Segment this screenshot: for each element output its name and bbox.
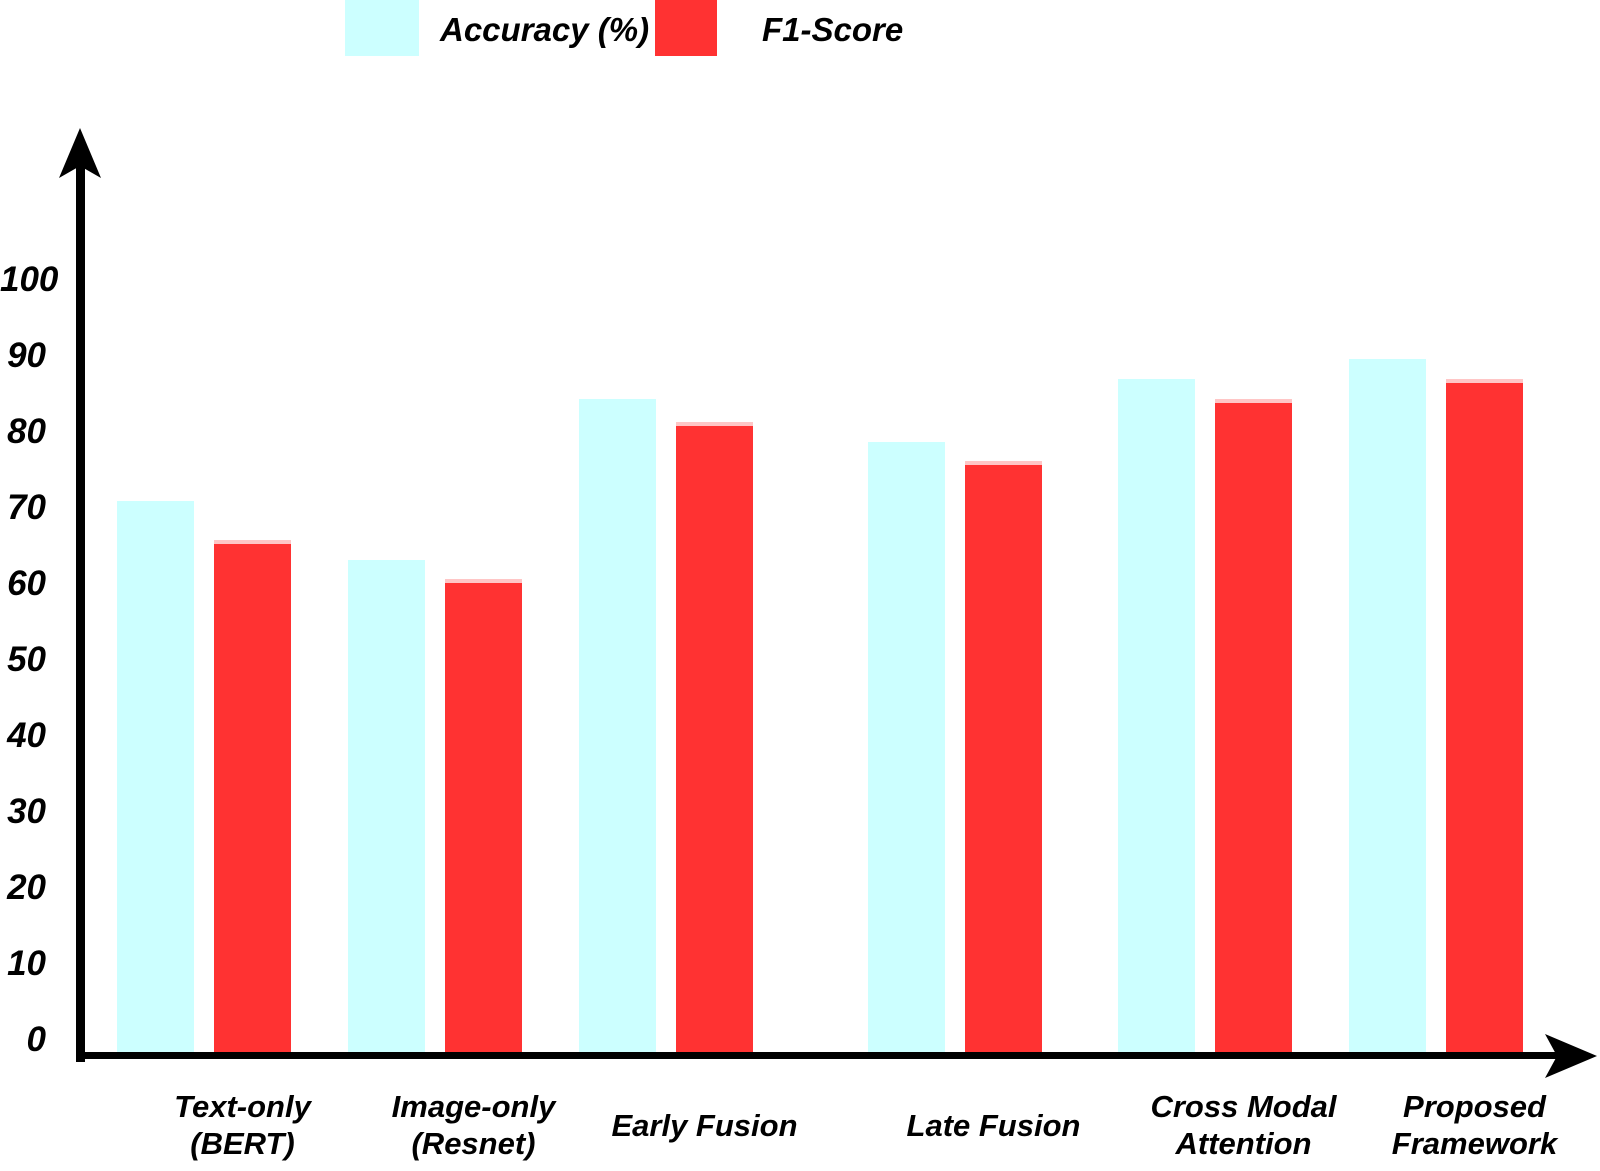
y-axis-arrowhead-icon	[59, 128, 101, 178]
y-tick-label-40: 40	[7, 716, 46, 755]
bar-f1score-group-6	[1446, 379, 1523, 1058]
legend-swatch-accuracy	[345, 0, 419, 56]
y-tick-label-20: 20	[7, 868, 46, 907]
x-category-label-line: Image-only	[391, 1089, 556, 1124]
bar-f1score-group-1	[214, 540, 291, 1058]
x-category-label-5: Cross Modal Attention	[1104, 1082, 1384, 1168]
x-axis-line	[76, 1052, 1560, 1059]
bar-f1score-group-5	[1215, 399, 1292, 1058]
x-category-label-2: Image-only (Resnet)	[334, 1082, 614, 1168]
legend-swatch-f1score	[655, 0, 717, 56]
bar-accuracy-group-5	[1118, 379, 1195, 1058]
bar-accuracy-group-2	[348, 560, 425, 1058]
bar-f1score-group-3	[676, 422, 753, 1058]
x-axis-arrowhead-icon	[1545, 1034, 1597, 1078]
y-tick-label-60: 60	[7, 564, 46, 603]
x-category-label-line: Late Fusion	[906, 1107, 1081, 1143]
bar-accuracy-group-1	[117, 501, 194, 1058]
y-tick-label-30: 30	[7, 792, 46, 831]
y-tick-label-70: 70	[7, 488, 46, 527]
y-tick-label-100: 100	[0, 260, 59, 299]
x-category-label-3: Early Fusion	[565, 1082, 845, 1168]
x-category-label-line: Proposed	[1403, 1089, 1546, 1124]
x-category-label-line: Cross Modal	[1150, 1089, 1337, 1124]
x-category-label-line: Attention	[1175, 1126, 1312, 1161]
x-category-label-line: (BERT)	[190, 1126, 295, 1161]
bar-accuracy-group-3	[579, 399, 656, 1058]
y-tick-label-80: 80	[7, 412, 46, 451]
bar-accuracy-group-6	[1349, 359, 1426, 1058]
x-category-label-line: Early Fusion	[611, 1107, 798, 1143]
x-category-label-4: Late Fusion	[854, 1082, 1134, 1168]
y-tick-label-50: 50	[7, 640, 46, 679]
y-tick-label-90: 90	[7, 336, 46, 375]
x-category-label-6: Proposed Framework	[1335, 1082, 1600, 1168]
x-category-label-line: Framework	[1391, 1126, 1558, 1161]
legend-label-f1score: F1-Score	[762, 11, 904, 48]
x-category-label-line: (Resnet)	[411, 1126, 536, 1161]
bar-accuracy-group-4	[868, 442, 945, 1058]
y-axis-line	[76, 160, 85, 1062]
bar-f1score-group-2	[445, 579, 522, 1058]
bar-f1score-group-4	[965, 461, 1042, 1058]
y-tick-label-0: 0	[26, 1020, 46, 1059]
x-category-label-1: Text-only (BERT)	[103, 1082, 383, 1168]
legend-label-accuracy: Accuracy (%)	[440, 11, 650, 48]
x-category-label-line: Text-only	[174, 1089, 311, 1124]
y-tick-label-10: 10	[7, 944, 46, 983]
